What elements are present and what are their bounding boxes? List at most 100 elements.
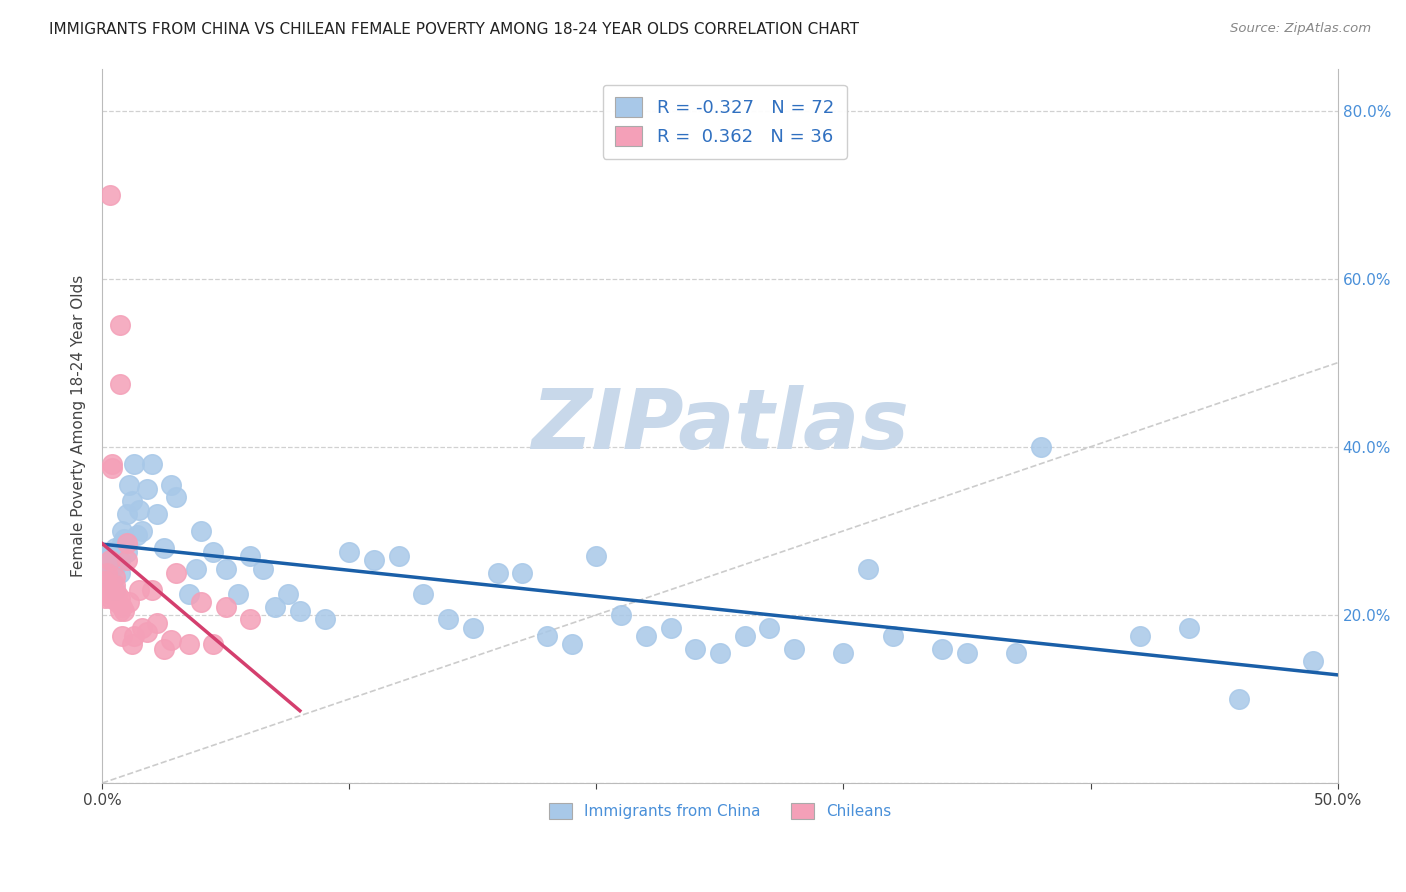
Point xyxy=(145,507,167,521)
Text: ZIPatlas: ZIPatlas xyxy=(531,385,908,467)
Point xyxy=(114,604,136,618)
Point xyxy=(215,599,238,614)
Legend: Immigrants from China, Chileans: Immigrants from China, Chileans xyxy=(543,797,897,825)
Point xyxy=(103,541,125,555)
Point xyxy=(202,545,225,559)
Point xyxy=(105,587,128,601)
Point xyxy=(412,587,434,601)
Point xyxy=(98,187,121,202)
Point xyxy=(118,477,141,491)
Point xyxy=(683,641,706,656)
Point xyxy=(108,553,131,567)
Point xyxy=(98,553,121,567)
Point xyxy=(93,562,115,576)
Point xyxy=(561,637,583,651)
Point xyxy=(1178,621,1201,635)
Point xyxy=(111,629,134,643)
Point xyxy=(101,545,124,559)
Point xyxy=(536,629,558,643)
Point xyxy=(165,490,187,504)
Point xyxy=(131,524,153,538)
Point xyxy=(264,599,287,614)
Point xyxy=(239,612,262,626)
Point xyxy=(145,616,167,631)
Point xyxy=(832,646,855,660)
Point xyxy=(141,582,163,597)
Point xyxy=(101,460,124,475)
Point xyxy=(96,566,118,580)
Point xyxy=(108,318,131,332)
Point xyxy=(115,536,138,550)
Point xyxy=(103,570,125,584)
Point xyxy=(115,545,138,559)
Point xyxy=(177,637,200,651)
Point xyxy=(98,587,121,601)
Point xyxy=(98,570,121,584)
Point xyxy=(103,582,125,597)
Text: Source: ZipAtlas.com: Source: ZipAtlas.com xyxy=(1230,22,1371,36)
Point xyxy=(101,457,124,471)
Point xyxy=(108,376,131,391)
Point xyxy=(461,621,484,635)
Point xyxy=(111,524,134,538)
Text: IMMIGRANTS FROM CHINA VS CHILEAN FEMALE POVERTY AMONG 18-24 YEAR OLDS CORRELATIO: IMMIGRANTS FROM CHINA VS CHILEAN FEMALE … xyxy=(49,22,859,37)
Point xyxy=(709,646,731,660)
Point xyxy=(114,533,136,547)
Point xyxy=(96,578,118,592)
Point xyxy=(124,457,146,471)
Point xyxy=(108,566,131,580)
Point xyxy=(160,477,183,491)
Point xyxy=(141,457,163,471)
Point xyxy=(288,604,311,618)
Point xyxy=(105,595,128,609)
Point xyxy=(115,507,138,521)
Point xyxy=(103,578,125,592)
Point xyxy=(125,528,148,542)
Point xyxy=(486,566,509,580)
Point xyxy=(96,566,118,580)
Point xyxy=(337,545,360,559)
Point xyxy=(121,637,143,651)
Point xyxy=(734,629,756,643)
Point xyxy=(153,541,176,555)
Point xyxy=(160,633,183,648)
Point xyxy=(634,629,657,643)
Point xyxy=(108,604,131,618)
Point xyxy=(128,503,150,517)
Point xyxy=(108,591,131,606)
Point xyxy=(215,562,238,576)
Point xyxy=(118,595,141,609)
Point xyxy=(659,621,682,635)
Point xyxy=(585,549,607,563)
Point xyxy=(96,549,118,563)
Point xyxy=(190,595,212,609)
Point xyxy=(363,553,385,567)
Y-axis label: Female Poverty Among 18-24 Year Olds: Female Poverty Among 18-24 Year Olds xyxy=(72,275,86,577)
Point xyxy=(931,641,953,656)
Point xyxy=(239,549,262,563)
Point xyxy=(1227,692,1250,706)
Point xyxy=(135,624,157,639)
Point xyxy=(101,574,124,589)
Point xyxy=(121,494,143,508)
Point xyxy=(437,612,460,626)
Point xyxy=(314,612,336,626)
Point xyxy=(758,621,780,635)
Point xyxy=(783,641,806,656)
Point xyxy=(1129,629,1152,643)
Point xyxy=(956,646,979,660)
Point xyxy=(190,524,212,538)
Point xyxy=(510,566,533,580)
Point xyxy=(124,629,146,643)
Point xyxy=(610,607,633,622)
Point xyxy=(93,574,115,589)
Point xyxy=(98,553,121,567)
Point xyxy=(111,599,134,614)
Point xyxy=(131,621,153,635)
Point xyxy=(184,562,207,576)
Point xyxy=(177,587,200,601)
Point xyxy=(105,558,128,572)
Point xyxy=(93,591,115,606)
Point xyxy=(252,562,274,576)
Point xyxy=(1302,654,1324,668)
